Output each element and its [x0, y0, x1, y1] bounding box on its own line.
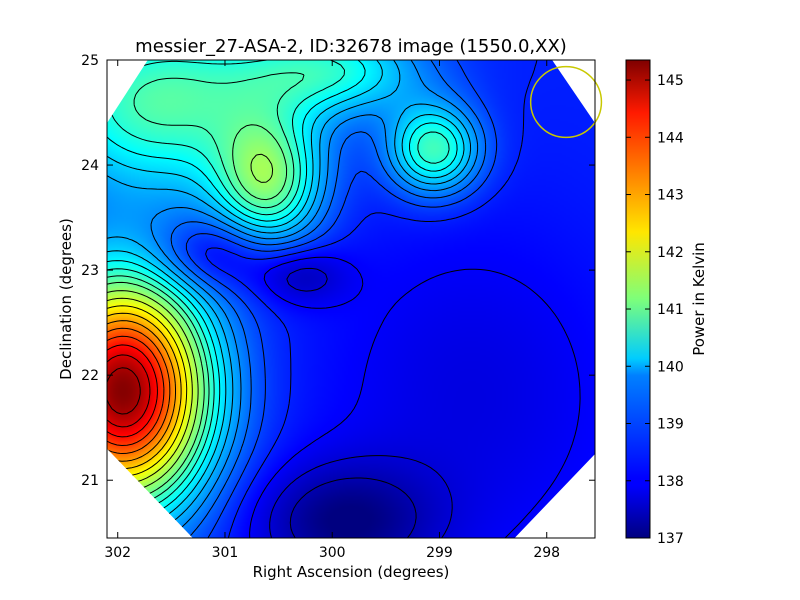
heatmap-image	[107, 60, 595, 538]
contour-level-6	[150, 60, 479, 538]
contour-level-18	[107, 327, 171, 454]
y-tick-label-2: 23	[81, 263, 99, 279]
y-axis: 21 22 23 24 25	[81, 53, 595, 489]
x-axis: 302 301 300 299 298	[104, 60, 560, 561]
contour-level-22	[107, 367, 141, 415]
contour-level-8	[107, 60, 465, 530]
x-axis-label: Right Ascension (degrees)	[253, 563, 450, 581]
contour-level-15	[107, 305, 188, 477]
contour-level-21	[107, 354, 151, 428]
contour-level-0	[289, 477, 417, 538]
y-tick-label-0: 21	[81, 473, 99, 489]
contour-level-7	[107, 60, 472, 538]
beam-circle	[529, 65, 603, 139]
contour-lines	[107, 60, 581, 538]
contour-level-16	[107, 312, 182, 470]
contour-level-1	[269, 267, 453, 538]
contour-level-12	[107, 124, 288, 501]
colorbar-tick-label-7: 144	[657, 130, 684, 146]
x-tick-label-3: 299	[426, 545, 453, 561]
contour-level-4	[185, 60, 498, 538]
y-tick-label-1: 22	[81, 368, 99, 384]
y-axis-label: Declination (degrees)	[57, 218, 75, 380]
colorbar-tick-label-2: 139	[657, 417, 684, 433]
y-tick-label-4: 25	[81, 53, 99, 69]
contour-level-3	[205, 60, 538, 538]
colorbar-ticks: 137 138 139 140 141 142 143 144 145	[626, 73, 684, 547]
colorbar-tick-label-6: 143	[657, 188, 684, 204]
contour-level-20	[107, 344, 158, 438]
chart-title: messier_27-ASA-2, ID:32678 image (1550.0…	[135, 36, 567, 57]
colorbar-tick-label-8: 145	[657, 73, 684, 89]
x-tick-label-4: 298	[533, 545, 560, 561]
colorbar-tick-label-5: 142	[657, 245, 684, 261]
colorbar-tick-label-3: 140	[657, 359, 684, 375]
contour-level-5	[170, 60, 487, 538]
plot-frame	[106, 59, 596, 539]
colorbar-tick-label-1: 138	[657, 474, 684, 490]
x-tick-label-1: 301	[212, 545, 239, 561]
colorbar-tick-label-4: 141	[657, 302, 684, 318]
y-tick-label-3: 24	[81, 158, 99, 174]
contour-level-2	[249, 256, 581, 538]
x-tick-label-0: 302	[104, 545, 131, 561]
contour-level-11	[107, 72, 305, 507]
colorbar-label: Power in Kelvin	[690, 242, 708, 356]
colorbar-tick-label-0: 137	[657, 531, 684, 547]
colorbar: 137 138 139 140 141 142 143 144 145 Power in Kel…	[625, 59, 708, 547]
x-tick-label-2: 300	[319, 545, 346, 561]
contour-level-19	[107, 335, 165, 446]
colorbar-gradient	[625, 59, 651, 539]
plot-area: 302 301 300 299 298 21 22 23 24 25	[81, 53, 603, 561]
